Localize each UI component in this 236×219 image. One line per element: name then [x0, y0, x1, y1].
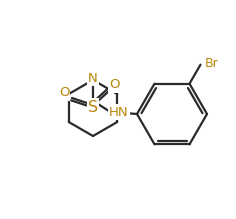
Text: O: O: [109, 78, 119, 92]
Text: HN: HN: [109, 106, 129, 118]
Text: N: N: [88, 71, 98, 85]
Text: S: S: [88, 99, 98, 115]
Text: O: O: [59, 87, 69, 99]
Text: Br: Br: [205, 57, 218, 70]
Text: N: N: [88, 71, 98, 85]
